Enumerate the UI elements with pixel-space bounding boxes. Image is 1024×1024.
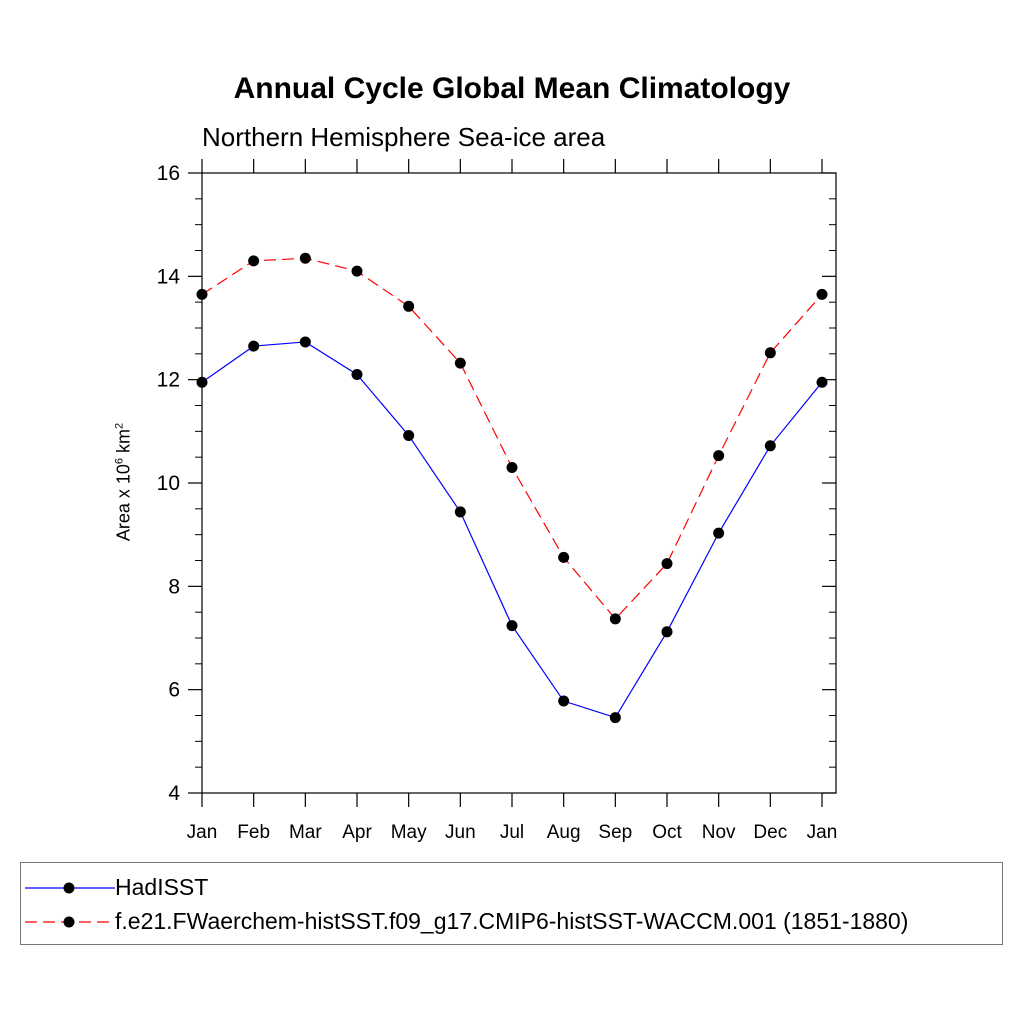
data-point-series-1 [196,288,208,300]
data-point-series-1 [661,558,673,570]
data-point-series-0 [661,626,673,638]
data-point-series-1 [558,551,570,563]
x-tick-label: Dec [753,822,787,843]
x-tick-label: Jul [500,822,524,843]
data-point-series-1 [299,252,311,264]
x-tick-label: May [391,822,427,843]
y-tick-label: 12 [157,369,180,392]
x-tick-label: Apr [342,822,372,843]
data-point-series-0 [403,429,415,441]
legend-entry-hadisst: HadISST [21,872,1001,904]
data-point-series-0 [196,376,208,388]
x-tick-label: Jan [187,822,218,843]
data-point-series-0 [609,712,621,724]
plot-frame [201,172,837,794]
y-tick-label: 6 [168,679,180,702]
y-tick-label: 16 [157,162,180,185]
series-line-1 [201,257,823,620]
data-point-series-1 [764,347,776,359]
data-point-series-1 [351,265,363,277]
x-tick-label: Jan [807,822,838,843]
y-tick-label: 8 [168,575,180,598]
data-point-series-1 [403,300,415,312]
x-tick-label: Nov [702,822,736,843]
data-point-series-0 [816,376,828,388]
series-line-0 [201,341,823,719]
legend-label-hadisst: HadISST [115,874,209,900]
x-tick-label: Jun [445,822,476,843]
x-tick-label: Sep [598,822,632,843]
chart-title: Annual Cycle Global Mean Climatology [233,72,791,105]
data-point-series-0 [506,620,518,632]
data-point-series-1 [248,255,260,267]
data-point-series-0 [454,506,466,518]
legend: HadISST f.e21.FWaerchem-histSST.f09_g17.… [20,862,1003,945]
x-tick-label: Oct [652,822,682,843]
x-tick-label: Aug [547,822,581,843]
data-point-series-1 [454,357,466,369]
data-point-series-0 [558,695,570,707]
x-tick-label: Mar [289,822,322,843]
x-tick-label: Feb [237,822,270,843]
data-point-series-1 [609,613,621,625]
data-point-series-0 [248,340,260,352]
data-point-series-0 [351,369,363,380]
legend-label-model: f.e21.FWaerchem-histSST.f09_g17.CMIP6-hi… [115,908,909,934]
legend-swatch-hadisst [25,882,115,894]
data-point-series-1 [713,450,725,462]
y-tick-label: 10 [157,472,180,495]
data-point-series-1 [816,288,828,300]
data-point-series-0 [713,527,725,539]
legend-swatch-model [25,916,115,928]
chart-subtitle: Northern Hemisphere Sea-ice area [202,122,606,152]
legend-entry-model: f.e21.FWaerchem-histSST.f09_g17.CMIP6-hi… [21,906,1001,938]
data-point-series-1 [506,462,518,473]
y-tick-label: 4 [168,782,180,805]
y-tick-label: 14 [157,265,181,288]
data-point-series-0 [764,440,776,452]
data-point-series-0 [299,336,311,348]
